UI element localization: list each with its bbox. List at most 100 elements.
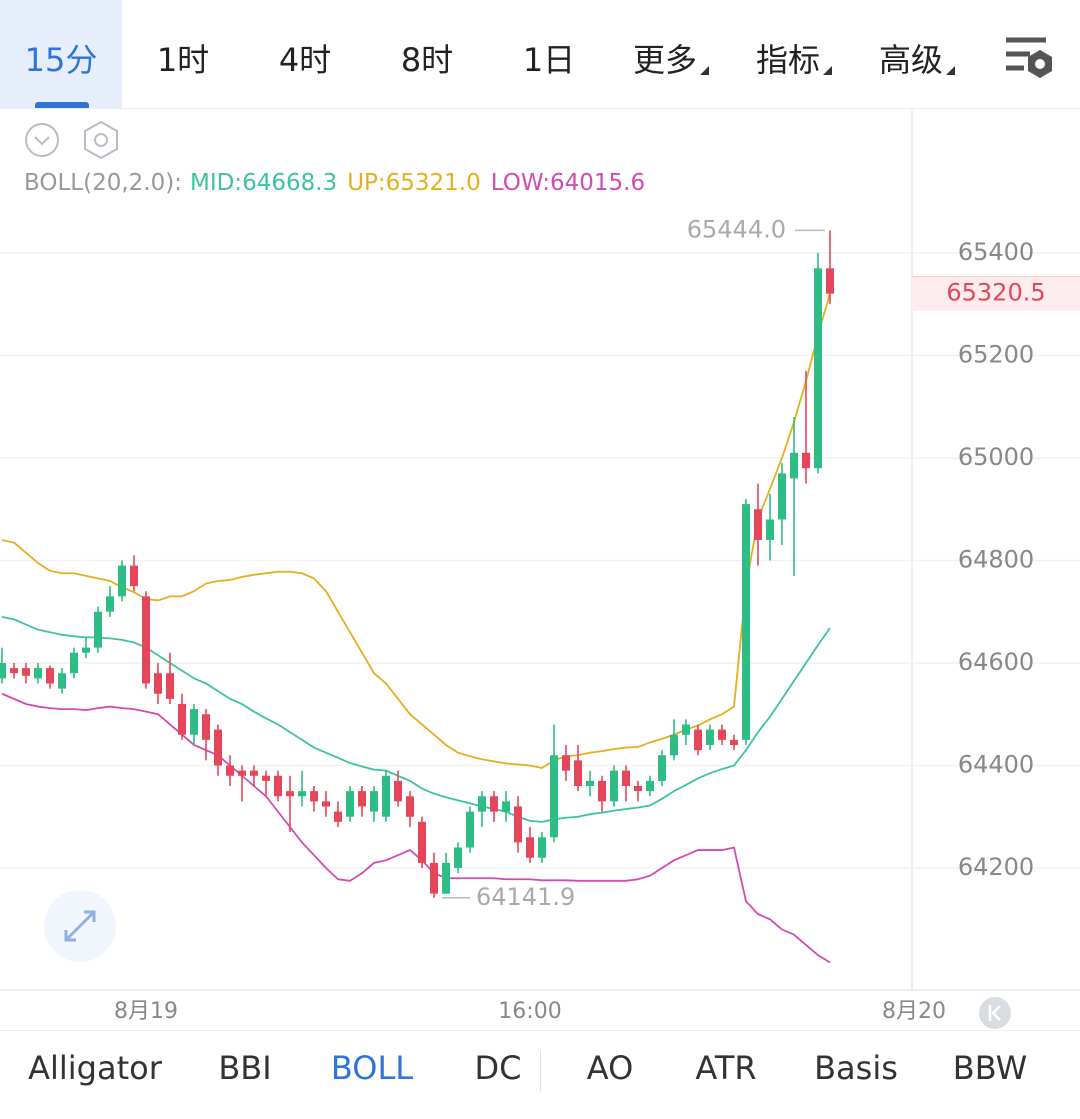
candle-body xyxy=(418,821,426,863)
legend-name: LOW: xyxy=(490,170,551,196)
candle-body xyxy=(178,703,186,735)
timeframe-tab[interactable]: 8时 xyxy=(366,0,488,108)
indicator-tab[interactable]: BOLL xyxy=(330,1049,414,1087)
candle-body xyxy=(682,724,690,735)
timeframe-tab[interactable]: 更多 xyxy=(610,0,732,108)
y-tick-label: 65400 xyxy=(958,238,1034,266)
indicator-tab[interactable]: DC xyxy=(474,1049,522,1087)
candle-body xyxy=(70,652,78,674)
candle-body xyxy=(58,673,66,689)
tab-label: 指标 xyxy=(755,41,820,79)
indicator-tab[interactable]: AO xyxy=(586,1049,634,1087)
candle-body xyxy=(742,504,750,740)
candle-body xyxy=(142,596,150,684)
indicator-tab[interactable]: Alligator xyxy=(28,1049,162,1087)
fullscreen-button[interactable] xyxy=(44,890,116,962)
candle-body xyxy=(346,791,354,817)
indicator-bar: Alligator BBI BOLL DC AO ATR Basis BBW xyxy=(0,1030,1080,1119)
candle-body xyxy=(202,714,210,740)
boll-line xyxy=(1,293,831,770)
candle-body xyxy=(754,509,762,540)
candle-body xyxy=(562,755,570,771)
timeframe-tab[interactable]: 1时 xyxy=(122,0,244,108)
tab-label: 8时 xyxy=(400,41,454,79)
candle-body xyxy=(118,565,126,597)
timeframe-tab[interactable]: 1日 xyxy=(488,0,610,108)
candle-body xyxy=(802,452,810,469)
candle-body xyxy=(766,519,774,540)
candle-body xyxy=(82,647,90,653)
indicator-legend: BOLL(20,2.0): MID:64668.3 UP:65321.0 LOW:64… xyxy=(24,170,655,196)
timeframe-tab[interactable]: 指标 xyxy=(733,0,855,108)
boll-line xyxy=(1,692,831,964)
candle-body xyxy=(106,596,114,612)
candle-body xyxy=(286,791,294,797)
candle-body xyxy=(130,565,138,587)
candle-body xyxy=(298,791,306,797)
candle-body xyxy=(778,473,786,520)
candle-body xyxy=(226,765,234,776)
y-tick-label: 64800 xyxy=(958,545,1034,573)
candle-body xyxy=(538,837,546,858)
candle-body xyxy=(22,668,30,676)
scroll-latest-button[interactable] xyxy=(979,997,1011,1029)
candle-body xyxy=(34,668,42,679)
legend-name: MID: xyxy=(189,170,243,196)
tab-label: 1日 xyxy=(522,41,576,79)
timeframe-tab[interactable]: 高级 xyxy=(856,0,978,108)
candle-body xyxy=(670,734,678,756)
candle-body xyxy=(574,760,582,786)
timeframe-tab[interactable]: 15分 xyxy=(0,0,122,108)
chart-settings-icon[interactable] xyxy=(1000,32,1060,92)
indicator-tab[interactable]: BBI xyxy=(218,1049,272,1087)
indicator-tab[interactable]: BBW xyxy=(952,1049,1028,1087)
tab-label: 更多 xyxy=(632,41,697,79)
y-tick-label: 64600 xyxy=(958,648,1034,676)
dropdown-triangle xyxy=(946,66,955,75)
candle-body xyxy=(598,780,606,802)
candle-body xyxy=(406,796,414,817)
legend-prefix: BOLL(20,2.0): xyxy=(24,170,182,196)
candle-body xyxy=(322,801,330,807)
candle-body xyxy=(730,739,738,745)
candle-body xyxy=(490,796,498,812)
candle-body xyxy=(154,673,162,694)
candle-body xyxy=(610,770,618,802)
candle-body xyxy=(826,268,834,294)
timeframe-tab[interactable]: 4时 xyxy=(244,0,366,108)
x-tick-label: 8月20 xyxy=(882,999,946,1024)
tab-label: 1时 xyxy=(156,41,210,79)
candle-body xyxy=(646,780,654,792)
tab-label: 4时 xyxy=(278,41,332,79)
candle-body xyxy=(46,668,54,684)
candle-body xyxy=(214,729,222,766)
candle-body xyxy=(166,673,174,699)
candle-body xyxy=(658,755,666,781)
candle-body xyxy=(718,729,726,740)
chart: 64200 64400 64600 64800 65000 65200 65400 8月19 1… xyxy=(0,110,1080,1029)
candle-body xyxy=(262,775,270,781)
legend-value: 64668.3 xyxy=(242,170,338,196)
indicator-tab[interactable]: ATR xyxy=(695,1049,757,1087)
extreme-label: 64141.9 xyxy=(476,883,575,911)
y-tick-label: 65000 xyxy=(958,443,1034,471)
candle-body xyxy=(442,862,450,894)
candle-body xyxy=(814,268,822,469)
candle-body xyxy=(334,811,342,822)
y-tick-label: 65200 xyxy=(958,340,1034,368)
tab-label: 15分 xyxy=(24,41,98,79)
legend-value: 65321.0 xyxy=(385,170,481,196)
settings-icon[interactable] xyxy=(84,120,118,160)
dropdown-triangle xyxy=(823,66,832,75)
indicator-tab[interactable]: Basis xyxy=(814,1049,898,1087)
price-tag-bg xyxy=(912,276,1080,311)
candle-body xyxy=(514,806,522,843)
candle-body xyxy=(634,785,642,792)
boll-line xyxy=(1,615,831,823)
price-tag: 65320.5 xyxy=(946,279,1045,307)
collapse-icon[interactable] xyxy=(25,123,59,157)
candle-body xyxy=(430,862,438,894)
candle-body xyxy=(94,611,102,648)
candle-body xyxy=(250,770,258,776)
